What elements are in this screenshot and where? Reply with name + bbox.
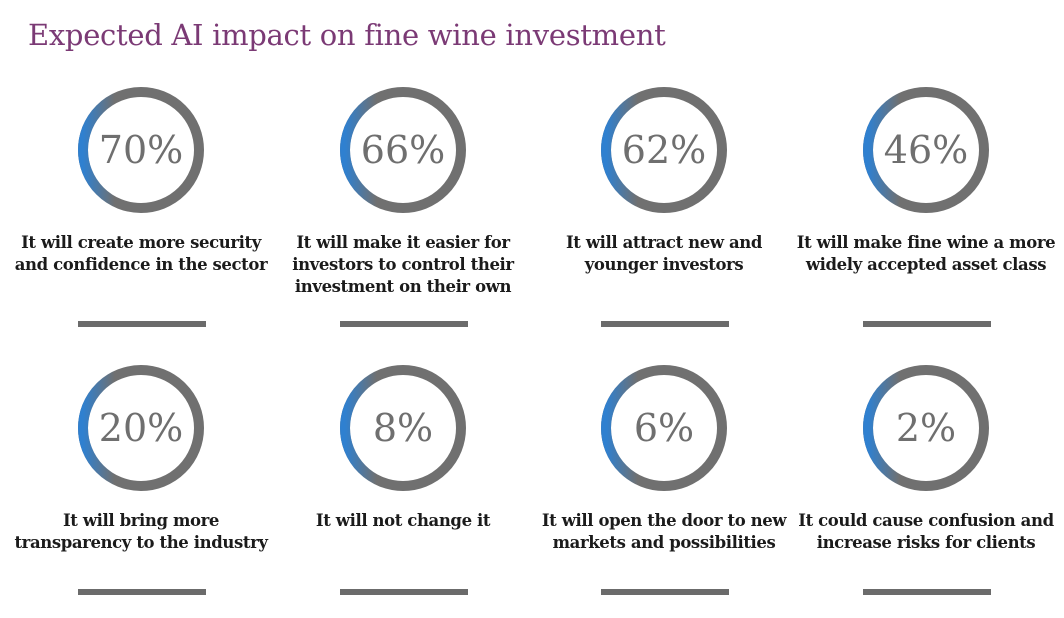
donut-ring: 70%: [75, 84, 207, 216]
divider-bar: [863, 589, 991, 595]
percentage-value: 2%: [895, 406, 957, 450]
donut-ring: 66%: [337, 84, 469, 216]
statement-label: It will make it easier for investors to …: [292, 233, 514, 296]
page-title: Expected AI impact on fine wine investme…: [28, 18, 666, 52]
divider-bar: [340, 321, 468, 327]
divider-bar: [340, 589, 468, 595]
donut-accent-arc: [601, 87, 665, 213]
percentage-value: 8%: [372, 406, 434, 450]
percentage-value: 20%: [98, 406, 184, 450]
percentage-value: 46%: [883, 128, 969, 172]
divider-bar: [601, 321, 729, 327]
donut-ring: 6%: [598, 362, 730, 494]
donut-accent-arc: [78, 365, 142, 491]
percentage-value: 66%: [360, 128, 446, 172]
statement-label: It will make fine wine a more widely acc…: [796, 233, 1056, 274]
statement-label: It will bring more transparency to the i…: [14, 511, 268, 552]
statement-label: It will create more security and confide…: [14, 233, 268, 274]
donut-ring: 62%: [598, 84, 730, 216]
statement-label: It will not change it: [315, 511, 491, 530]
donut-accent-arc: [601, 365, 665, 491]
percentage-value: 6%: [633, 406, 695, 450]
divider-bar: [863, 321, 991, 327]
divider-bar: [78, 321, 206, 327]
statement-label: It could cause confusion and increase ri…: [798, 511, 1054, 552]
donut-ring: 2%: [860, 362, 992, 494]
percentage-value: 62%: [621, 128, 707, 172]
percentage-value: 70%: [98, 128, 184, 172]
donut-accent-arc: [340, 87, 404, 213]
donut-ring: 20%: [75, 362, 207, 494]
statement-label: It will attract new and younger investor…: [565, 233, 763, 274]
divider-bar: [78, 589, 206, 595]
donut-ring: 46%: [860, 84, 992, 216]
donut-accent-arc: [863, 365, 927, 491]
donut-accent-arc: [863, 87, 927, 213]
statement-label: It will open the door to new markets and…: [541, 511, 787, 552]
donut-accent-arc: [78, 87, 142, 213]
donut-accent-arc: [340, 365, 404, 491]
divider-bar: [601, 589, 729, 595]
donut-ring: 8%: [337, 362, 469, 494]
